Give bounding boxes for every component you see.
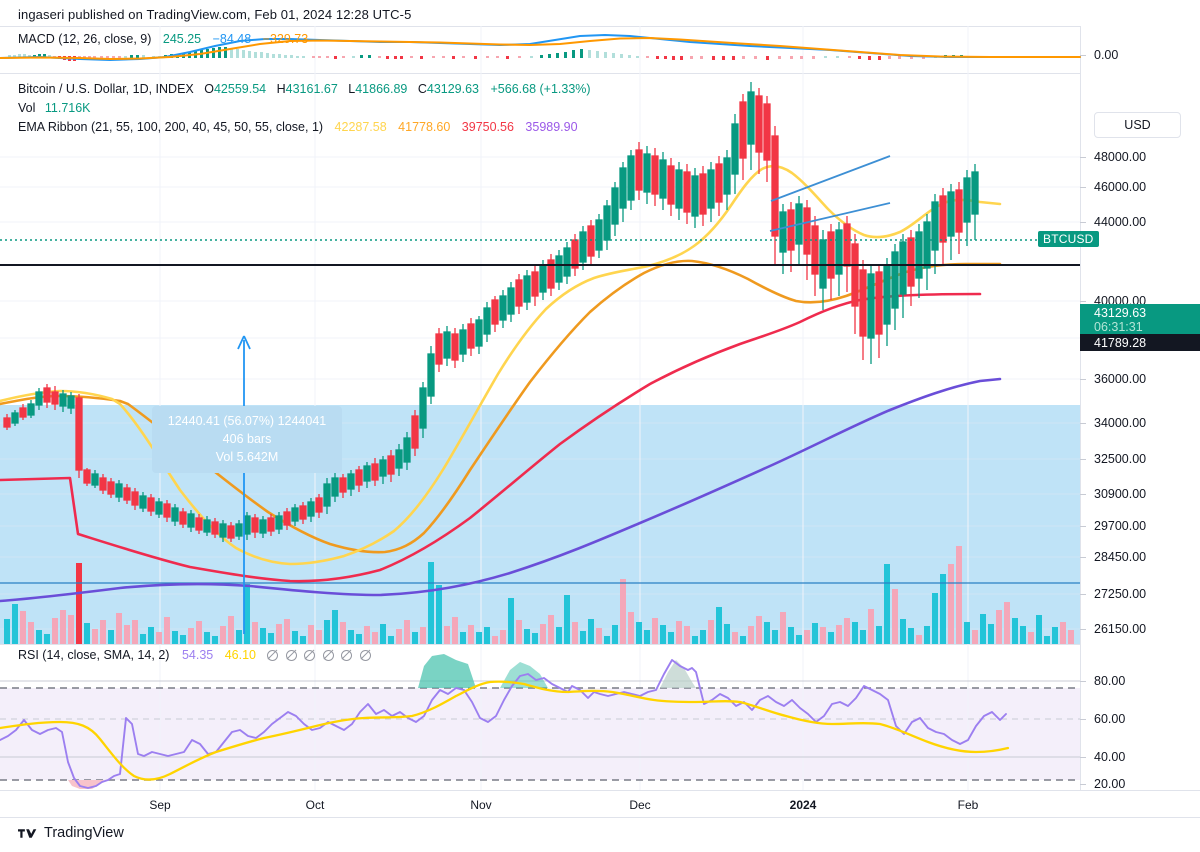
- rsi-overbought-fill-3: [660, 660, 696, 688]
- ema-200-line: [0, 377, 1002, 603]
- axis-tick-26150: [1080, 629, 1086, 630]
- rsi-plot: [0, 644, 1080, 790]
- time-label-dec: Dec: [629, 798, 651, 812]
- rsi-label-20: 20.00: [1094, 777, 1126, 790]
- macd-price-axis[interactable]: 0.00: [1080, 26, 1200, 74]
- main-chart-svg: [0, 74, 1080, 644]
- rsi-axis-tick-40: [1080, 757, 1086, 758]
- rsi-ma-line: [0, 680, 1010, 781]
- price-label-46000: 46000.00: [1094, 180, 1147, 194]
- macd-plot: [0, 26, 1081, 74]
- rsi-line: [0, 659, 1007, 789]
- price-label-36000: 36000.00: [1094, 372, 1147, 386]
- time-label-oct: Oct: [305, 798, 325, 812]
- axis-separator: [1080, 26, 1081, 790]
- measure-line-2: 406 bars: [222, 432, 272, 446]
- rsi-overbought-fill: [418, 654, 476, 688]
- axis-tick-30900: [1080, 494, 1086, 495]
- tradingview-logo[interactable]: TradingView: [18, 825, 124, 841]
- axis-tick-44000: [1080, 222, 1086, 223]
- main-price-axis[interactable]: USD 48000.00 46000.00 44000.00 40000.00 …: [1080, 74, 1200, 644]
- ema-21-line: [0, 164, 1002, 566]
- axis-tick-34000: [1080, 423, 1086, 424]
- last-price-value: 43129.63: [1094, 306, 1147, 320]
- price-label-27250: 27250.00: [1094, 587, 1147, 601]
- price-label-29700: 29700.00: [1094, 519, 1147, 533]
- main-plot: [0, 74, 1080, 644]
- axis-tick-28450: [1080, 557, 1086, 558]
- price-label-28450: 28450.00: [1094, 550, 1147, 564]
- rsi-band-fill: [0, 688, 1080, 780]
- price-label-32500: 32500.00: [1094, 452, 1147, 466]
- macd-signal-line: [0, 37, 1081, 60]
- rsi-label-40: 40.00: [1094, 750, 1126, 764]
- tradingview-logo-icon: [18, 828, 37, 838]
- rsi-axis-tick-80: [1080, 681, 1086, 682]
- axis-tick-40000: [1080, 301, 1086, 302]
- symbol-price-badge[interactable]: BTCUSD: [1038, 231, 1099, 247]
- axis-tick-46000: [1080, 187, 1086, 188]
- axis-tick-27250: [1080, 594, 1086, 595]
- measure-line-3: Vol 5.642M: [215, 450, 279, 464]
- rsi-label-80: 80.00: [1094, 674, 1126, 688]
- axis-tick-48000: [1080, 157, 1086, 158]
- candlesticks: [3, 82, 979, 542]
- macd-svg: [0, 26, 1081, 74]
- macd-axis-tick: [1080, 55, 1086, 56]
- rsi-label-60: 60.00: [1094, 712, 1126, 726]
- prev-close-tag[interactable]: 41789.28: [1080, 334, 1200, 351]
- price-label-26150: 26150.00: [1094, 622, 1147, 636]
- axis-tick-32500: [1080, 459, 1086, 460]
- time-label-sep: Sep: [149, 798, 171, 812]
- measure-arrow[interactable]: [237, 335, 251, 634]
- time-label-feb: Feb: [957, 798, 979, 812]
- time-axis-bottom-separator: [0, 817, 1200, 818]
- tradingview-brand: TradingView: [44, 825, 124, 841]
- time-axis-separator: [0, 790, 1200, 791]
- time-label-nov: Nov: [470, 798, 492, 812]
- rsi-svg: [0, 644, 1080, 790]
- time-label-2024: 2024: [789, 798, 817, 812]
- currency-badge[interactable]: USD: [1094, 112, 1181, 138]
- axis-tick-36000: [1080, 379, 1086, 380]
- publish-credit: ingaseri published on TradingView.com, F…: [18, 7, 412, 22]
- rsi-vertical-grid: [159, 644, 969, 790]
- price-label-30900: 30900.00: [1094, 487, 1147, 501]
- axis-tick-29700: [1080, 526, 1086, 527]
- volume-bars: [4, 546, 1074, 644]
- price-label-48000: 48000.00: [1094, 150, 1147, 164]
- bar-countdown: 06:31:31: [1094, 320, 1143, 334]
- macd-axis-label-0: 0.00: [1094, 48, 1119, 62]
- price-label-34000: 34000.00: [1094, 416, 1147, 430]
- main-price-pane: Bitcoin / U.S. Dollar, 1D, INDEX O42559.…: [0, 74, 1200, 644]
- rsi-axis-tick-20: [1080, 784, 1086, 785]
- rsi-pane: 80.00 60.00 40.00 20.00 RSI (14, close, …: [0, 644, 1200, 790]
- measurement-tooltip[interactable]: 12440.41 (56.07%) 1244041 406 bars Vol 5…: [152, 406, 342, 473]
- rsi-axis-tick-60: [1080, 719, 1086, 720]
- price-label-44000: 44000.00: [1094, 215, 1147, 229]
- footer: TradingView: [0, 818, 1200, 852]
- rsi-price-axis[interactable]: 80.00 60.00 40.00 20.00: [1080, 644, 1200, 790]
- measure-line-1: 12440.41 (56.07%) 1244041: [167, 414, 327, 428]
- last-price-tag[interactable]: 43129.63 06:31:31: [1080, 304, 1200, 334]
- ema-100-line: [0, 292, 982, 583]
- time-axis[interactable]: Sep Oct Nov Dec 2024 Feb: [0, 790, 1200, 818]
- macd-pane: 0.00 MACD (12, 26, close, 9) 245.25 −84.…: [0, 26, 1200, 74]
- trendline-wedge[interactable]: [769, 155, 891, 232]
